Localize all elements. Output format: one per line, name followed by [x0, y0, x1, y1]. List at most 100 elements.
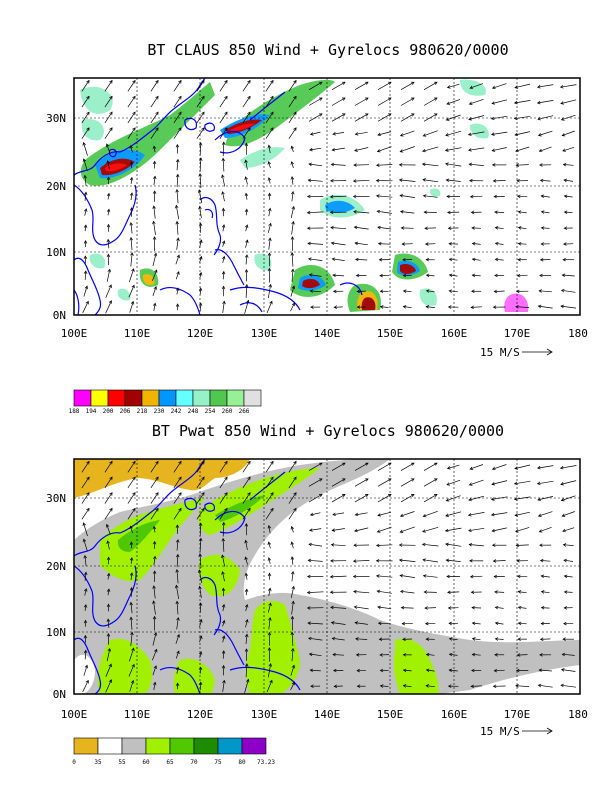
wind-vector-arrow-icon [375, 543, 393, 548]
wind-vector-arrow-icon [378, 257, 390, 262]
wind-vector-arrow-icon [175, 682, 180, 690]
wind-vector-arrow-icon [561, 273, 575, 277]
wind-vector-arrow-icon [288, 95, 297, 108]
top-xtick-180: 180 [568, 327, 588, 340]
wind-vector-arrow-icon [491, 543, 507, 547]
colorbar-swatch [141, 389, 160, 407]
wind-vector-arrow-icon [291, 190, 295, 202]
colorbar-label: 188 [69, 408, 80, 415]
wind-vector-arrow-icon [491, 464, 507, 471]
wind-vector-arrow-icon [356, 305, 366, 309]
wind-vector-arrow-icon [219, 460, 228, 473]
wind-vector-arrow-icon [513, 100, 531, 105]
colorbar-label: 60 [142, 759, 150, 766]
wind-vector-arrow-icon [468, 495, 485, 502]
wind-vector-arrow-icon [562, 162, 574, 167]
wind-vector-arrow-icon [244, 176, 248, 185]
wind-vector-arrow-icon [222, 300, 226, 313]
wind-vector-arrow-icon [354, 131, 368, 136]
wind-vector-arrow-icon [152, 615, 157, 631]
wind-vector-arrow-icon [244, 142, 249, 155]
wind-vector-arrow-icon [354, 241, 368, 246]
wind-vector-arrow-icon [105, 679, 112, 693]
wind-vector-arrow-icon [444, 527, 462, 533]
wind-vector-arrow-icon [221, 191, 225, 202]
wind-vector-arrow-icon [83, 649, 88, 660]
wind-vector-arrow-icon [471, 668, 482, 673]
wind-vector-arrow-icon [517, 637, 527, 641]
wind-vector-arrow-icon [308, 162, 323, 167]
wind-vector-arrow-icon [175, 287, 180, 295]
wind-vector-arrow-icon [560, 668, 576, 672]
wind-vector-arrow-icon [175, 568, 179, 584]
wind-vector-arrow-icon [306, 574, 324, 579]
wind-vector-arrow-icon [494, 621, 504, 625]
wind-vector-arrow-icon [267, 177, 272, 184]
wind-vector-arrow-icon [198, 172, 202, 188]
wind-vector-arrow-icon [309, 289, 321, 293]
bottom-wind-scale-label: 15 M/S [480, 725, 520, 738]
wind-vector-arrow-icon [471, 289, 482, 294]
colorbar-label: 55 [118, 759, 126, 766]
wind-vector-arrow-icon [471, 241, 481, 246]
wind-vector-arrow-icon [377, 81, 392, 91]
wind-vector-arrow-icon [244, 556, 248, 565]
wind-vector-arrow-icon [352, 179, 370, 183]
wind-vector-arrow-icon [376, 589, 392, 594]
wind-vector-arrow-icon [106, 238, 111, 249]
bottom-ytick-30n: 30N [46, 492, 66, 505]
wind-vector-arrow-icon [199, 157, 203, 172]
wind-vector-arrow-icon [306, 210, 324, 215]
wind-vector-arrow-icon [307, 257, 323, 261]
top-wind-scale-arrow-icon [522, 348, 553, 356]
wind-vector-arrow-icon [268, 616, 272, 630]
wind-vector-arrow-icon [221, 207, 226, 217]
colorbar-swatch [97, 737, 123, 755]
wind-vector-arrow-icon [515, 163, 529, 167]
wind-vector-arrow-icon [401, 621, 413, 626]
wind-vector-arrow-icon [104, 79, 113, 92]
wind-vector-arrow-icon [198, 271, 203, 279]
wind-vector-arrow-icon [445, 542, 462, 547]
wind-vector-arrow-icon [221, 521, 226, 537]
wind-vector-arrow-icon [517, 590, 527, 594]
wind-vector-arrow-icon [539, 178, 551, 183]
wind-vector-arrow-icon [563, 574, 573, 578]
wind-vector-arrow-icon [375, 194, 393, 198]
colorbar-swatch [158, 389, 177, 407]
wind-vector-arrow-icon [196, 95, 205, 108]
wind-vector-arrow-icon [242, 507, 251, 520]
wind-vector-arrow-icon [105, 143, 111, 155]
wind-vector-arrow-icon [153, 555, 157, 566]
wind-vector-arrow-icon [445, 130, 462, 137]
wind-vector-arrow-icon [196, 79, 205, 92]
wind-vector-arrow-icon [514, 131, 530, 137]
wind-vector-arrow-icon [106, 632, 111, 645]
wind-vector-arrow-icon [106, 588, 111, 596]
wind-vector-arrow-icon [352, 559, 370, 563]
wind-vector-arrow-icon [127, 79, 136, 92]
wind-vector-arrow-icon [421, 542, 439, 547]
wind-vector-arrow-icon [106, 618, 111, 628]
wind-vector-arrow-icon [173, 111, 182, 124]
wind-vector-arrow-icon [196, 476, 205, 489]
wind-vector-arrow-icon [402, 637, 413, 642]
wind-vector-arrow-icon [199, 239, 203, 248]
wind-vector-arrow-icon [446, 464, 460, 470]
wind-vector-arrow-icon [331, 528, 345, 532]
wind-vector-arrow-icon [175, 143, 180, 154]
wind-vector-arrow-icon [106, 268, 112, 282]
wind-vector-arrow-icon [379, 684, 389, 688]
colorbar-swatch [241, 737, 267, 755]
wind-vector-arrow-icon [423, 97, 438, 106]
wind-vector-arrow-icon [105, 284, 112, 298]
wind-vector-arrow-icon [400, 113, 415, 122]
wind-vector-arrow-icon [290, 615, 295, 631]
wind-vector-arrow-icon [540, 590, 550, 594]
bottom-title: BT Pwat 850 Wind + Gyrelocs 980620/0000 [152, 422, 504, 440]
wind-vector-arrow-icon [244, 572, 249, 580]
wind-vector-arrow-icon [82, 141, 88, 156]
wind-vector-arrow-icon [375, 574, 393, 578]
wind-vector-arrow-icon [175, 220, 179, 235]
wind-vector-arrow-icon [562, 146, 575, 152]
